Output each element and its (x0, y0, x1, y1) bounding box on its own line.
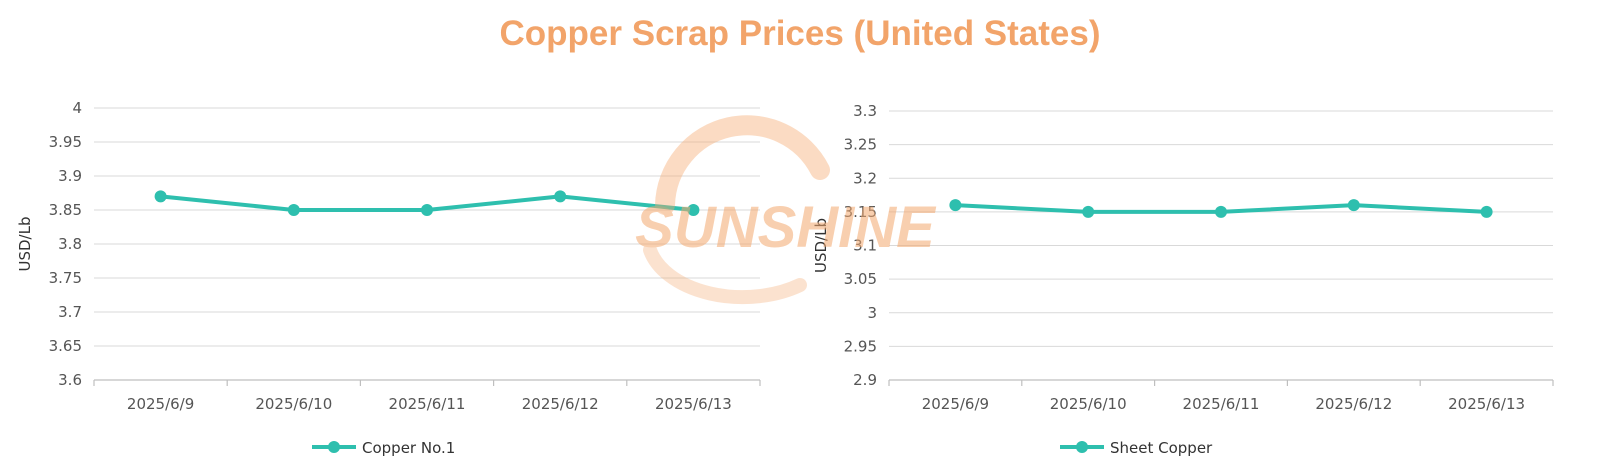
legend-swatch-marker (328, 441, 340, 453)
x-tick-label: 2025/6/10 (255, 395, 332, 413)
y-tick-label: 3.1 (853, 237, 877, 255)
y-tick-label: 2.95 (844, 337, 877, 355)
legend-label: Copper No.1 (362, 439, 455, 457)
x-tick-label: 2025/6/10 (1050, 395, 1127, 413)
x-tick-label: 2025/6/12 (1315, 395, 1392, 413)
x-tick-label: 2025/6/13 (1448, 395, 1525, 413)
legend-label: Sheet Copper (1110, 439, 1213, 457)
y-axis-title: USD/Lb (16, 217, 34, 272)
chart-sheet-copper: 2.9 2.95 3 3.05 3.1 3.15 3.2 3.25 3.3 2025/6/9 202… (812, 102, 1554, 457)
y-tick-label: 3.75 (49, 269, 82, 287)
x-tick-label: 2025/6/9 (922, 395, 989, 413)
data-point (421, 204, 433, 216)
chart-copper-no1: 3.6 3.65 3.7 3.75 3.8 3.85 3.9 3.95 4 2025/6/9 202… (16, 99, 761, 457)
y-axis-title: USD/Lb (812, 218, 830, 273)
x-tick-label: 2025/6/11 (1183, 395, 1260, 413)
y-tick-label: 3.85 (49, 201, 82, 219)
sunshine-watermark-logo: SUNSHINE (635, 115, 937, 305)
chart-title: Copper Scrap Prices (United States) (499, 14, 1101, 53)
data-point (1480, 205, 1493, 218)
y-tick-label: 3.7 (58, 303, 82, 321)
watermark-text: SUNSHINE (635, 195, 937, 260)
y-tick-label: 2.9 (853, 371, 877, 389)
y-tick-label: 3.25 (844, 136, 877, 154)
data-point (687, 204, 700, 216)
watermark-arc-top (655, 115, 830, 215)
y-tick-label: 3.2 (853, 169, 877, 187)
y-tick-label: 3.6 (58, 371, 82, 389)
data-point (1347, 199, 1360, 212)
y-tick-label: 3.15 (844, 203, 877, 221)
y-tick-label: 3.65 (49, 337, 82, 355)
x-tick-label: 2025/6/11 (389, 395, 466, 413)
data-point (949, 199, 962, 212)
data-point (1215, 205, 1227, 218)
watermark-arc-bottom (643, 243, 807, 305)
data-point (554, 190, 567, 203)
y-tick-label: 3.8 (58, 235, 82, 253)
legend-swatch-marker (1076, 441, 1088, 453)
x-tick-label: 2025/6/12 (522, 395, 599, 413)
data-point (287, 204, 300, 216)
y-tick-label: 3 (867, 304, 877, 322)
x-tick-label: 2025/6/13 (655, 395, 732, 413)
x-tick-label: 2025/6/9 (127, 395, 194, 413)
y-tick-label: 3.3 (853, 102, 877, 120)
data-point (154, 190, 167, 203)
y-tick-label: 4 (72, 99, 82, 117)
y-tick-label: 3.9 (58, 167, 82, 185)
y-tick-label: 3.95 (49, 133, 82, 151)
y-tick-label: 3.05 (844, 270, 877, 288)
data-point (1082, 205, 1095, 218)
